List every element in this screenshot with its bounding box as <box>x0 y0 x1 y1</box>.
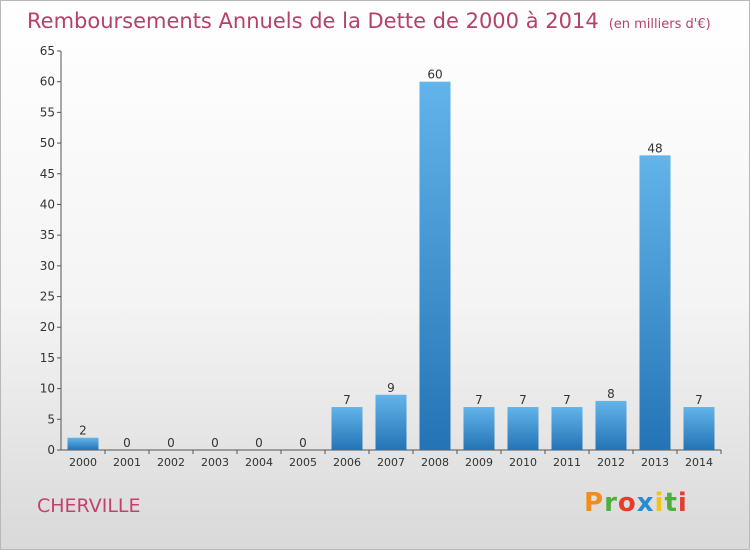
bar-2010 <box>507 407 539 450</box>
y-tick-label: 55 <box>40 105 55 119</box>
bar-2008 <box>419 81 451 450</box>
bar-value-label: 7 <box>563 393 571 407</box>
y-tick-label: 20 <box>40 320 55 334</box>
y-tick-label: 30 <box>40 259 55 273</box>
bar-value-label: 7 <box>343 393 351 407</box>
x-tick-label: 2006 <box>333 456 361 469</box>
y-tick-label: 10 <box>40 382 55 396</box>
y-tick-label: 35 <box>40 228 55 242</box>
bar-2007 <box>375 394 407 450</box>
bar-value-label: 7 <box>475 393 483 407</box>
y-tick-label: 45 <box>40 167 55 181</box>
x-tick-label: 2013 <box>641 456 669 469</box>
bar-value-label: 7 <box>695 393 703 407</box>
x-tick-label: 2009 <box>465 456 493 469</box>
bar-value-label: 0 <box>123 436 131 450</box>
bar-2012 <box>595 400 627 450</box>
bar-value-label: 2 <box>79 424 87 438</box>
x-tick-label: 2012 <box>597 456 625 469</box>
bar-value-label: 7 <box>519 393 527 407</box>
y-tick-label: 50 <box>40 136 55 150</box>
y-tick-label: 60 <box>40 75 55 89</box>
x-tick-label: 2005 <box>289 456 317 469</box>
bar-2013 <box>639 155 671 450</box>
title-unit: (en milliers d'€) <box>608 17 711 32</box>
y-tick-label: 65 <box>40 44 55 58</box>
x-tick-label: 2007 <box>377 456 405 469</box>
x-tick-label: 2010 <box>509 456 537 469</box>
y-tick-label: 5 <box>47 412 55 426</box>
proxiti-logo: Proxiti <box>584 488 688 518</box>
bars: 2 0 0 0 0 0 7 9 60 7 7 7 8 48 7 <box>67 68 715 450</box>
y-tick-label: 25 <box>40 290 55 304</box>
y-tick-label: 40 <box>40 197 55 211</box>
x-tick-label: 2003 <box>201 456 229 469</box>
bar-2009 <box>463 407 495 450</box>
bar-value-label: 60 <box>427 68 442 82</box>
bar-2006 <box>331 407 363 450</box>
x-tick-label: 2002 <box>157 456 185 469</box>
commune-name: CHERVILLE <box>37 495 141 517</box>
bar-value-label: 0 <box>167 436 175 450</box>
bar-value-label: 0 <box>299 436 307 450</box>
x-tick-label: 2011 <box>553 456 581 469</box>
x-tick-label: 2004 <box>245 456 273 469</box>
bar-value-label: 0 <box>255 436 263 450</box>
x-tick-label: 2001 <box>113 456 141 469</box>
x-tick-label: 2008 <box>421 456 449 469</box>
title-text: Remboursements Annuels de la Dette de 20… <box>27 9 599 33</box>
bar-2014 <box>683 407 715 450</box>
x-tick-label: 2014 <box>685 456 713 469</box>
bar-value-label: 9 <box>387 381 395 395</box>
bar-2011 <box>551 407 583 450</box>
x-tick-label: 2000 <box>69 456 97 469</box>
y-tick-label: 0 <box>47 443 55 457</box>
bar-value-label: 48 <box>647 141 662 155</box>
y-tick-label: 15 <box>40 351 55 365</box>
chart-title: Remboursements Annuels de la Dette de 20… <box>27 9 711 33</box>
bar-2000 <box>67 437 99 450</box>
bar-value-label: 8 <box>607 387 615 401</box>
bar-value-label: 0 <box>211 436 219 450</box>
